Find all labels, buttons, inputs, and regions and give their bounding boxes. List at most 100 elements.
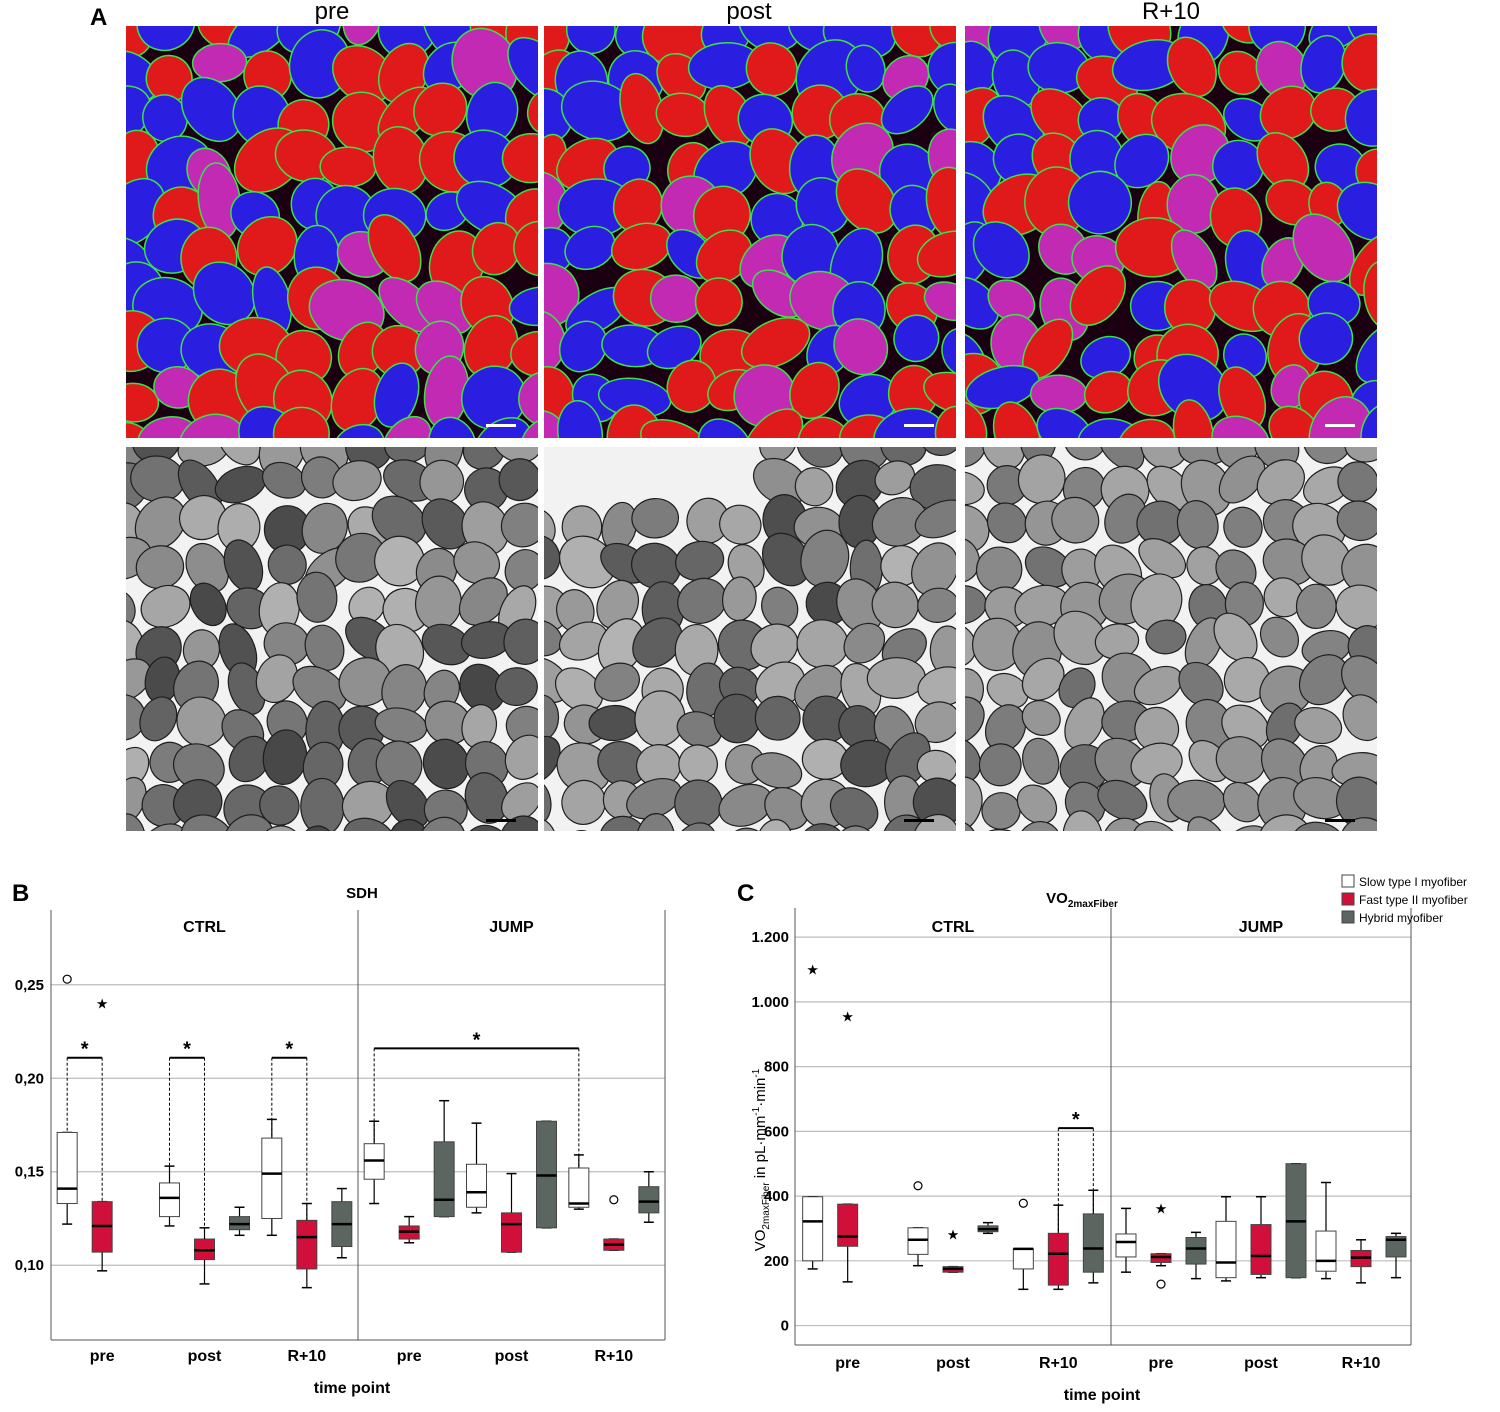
- myofiber: [191, 42, 248, 83]
- myofiber: [978, 743, 1022, 787]
- myofiber: [874, 460, 916, 496]
- myofiber: [236, 215, 298, 277]
- myofiber: [1223, 506, 1263, 548]
- myofiber: [145, 54, 193, 103]
- myofiber: [217, 447, 261, 466]
- myofiber: [1298, 312, 1354, 365]
- myofiber: [508, 286, 538, 327]
- myofiber: [674, 822, 717, 831]
- myofiber: [544, 694, 560, 742]
- myofiber: [1016, 784, 1058, 825]
- myofiber: [965, 400, 988, 438]
- myofiber: [965, 737, 982, 784]
- y-axis-label: VO2maxFiber in pL·mm-1·min-1: [751, 1068, 772, 1251]
- myofiber: [544, 262, 580, 328]
- box: [1012, 1198, 1034, 1291]
- myofiber: [835, 459, 885, 509]
- myofiber: [843, 622, 886, 664]
- x-tick-label: post: [495, 1348, 529, 1365]
- iqr-box: [568, 1167, 590, 1208]
- box: [536, 1120, 557, 1229]
- fluor-image-pre: [126, 26, 538, 438]
- facet-label-ctrl: CTRL: [183, 919, 226, 936]
- facet-label-jump: JUMP: [1239, 919, 1284, 936]
- myofiber: [919, 447, 956, 457]
- outlier-star: ★: [947, 1227, 960, 1243]
- chart-title: SDH: [346, 885, 378, 902]
- myofiber: [1157, 353, 1229, 422]
- myofiber: [389, 818, 429, 831]
- myofiber: [965, 504, 990, 553]
- myofiber: [498, 815, 538, 831]
- myofiber: [1259, 616, 1300, 658]
- myofiber: [1166, 36, 1217, 98]
- myofiber: [224, 814, 275, 831]
- myofiber: [1053, 610, 1108, 666]
- y-tick-label: 0,20: [15, 1070, 44, 1087]
- significance-star: *: [285, 1039, 293, 1061]
- outlier-star: ★: [96, 996, 109, 1012]
- myofiber: [1223, 656, 1270, 703]
- x-tick-label: pre: [90, 1348, 115, 1365]
- myofiber: [1294, 707, 1343, 745]
- myofiber: [526, 88, 538, 136]
- box: [907, 1181, 929, 1267]
- significance-bracket: *: [1057, 1109, 1094, 1234]
- box: ★: [837, 1009, 859, 1283]
- box: [638, 1170, 660, 1223]
- box: ★: [91, 996, 113, 1272]
- myofiber: [177, 447, 229, 467]
- box: [1350, 1239, 1372, 1284]
- y-tick-label: 0,25: [15, 977, 44, 994]
- myofiber: [794, 467, 834, 507]
- myofiber: [745, 42, 798, 97]
- significance-star: *: [81, 1039, 89, 1061]
- myofiber: [798, 823, 848, 831]
- iqr-box: [1115, 1233, 1137, 1258]
- box: [466, 1122, 487, 1214]
- myofiber: [914, 499, 956, 539]
- myofiber: [272, 406, 330, 438]
- myofiber: [377, 26, 438, 59]
- myofiber: [975, 546, 1023, 593]
- facet-label-ctrl: CTRL: [932, 919, 975, 936]
- myofiber: [558, 320, 608, 373]
- myofiber: [462, 447, 506, 470]
- myofiber: [1335, 584, 1377, 631]
- myofiber: [835, 825, 877, 831]
- myofiber: [965, 276, 1000, 330]
- myofiber: [256, 825, 304, 831]
- myofiber: [1344, 447, 1377, 463]
- box: [331, 1187, 353, 1259]
- myofiber: [385, 780, 430, 829]
- myofiber: [833, 318, 889, 376]
- myofiber: [501, 132, 538, 184]
- significance-bracket: *: [373, 1029, 580, 1168]
- myofiber: [503, 618, 538, 665]
- iqr-box: [837, 1203, 859, 1247]
- myofiber: [1256, 459, 1305, 505]
- outlier-star: ★: [1155, 1201, 1168, 1217]
- myofiber: [829, 787, 879, 831]
- myofiber: [978, 828, 1029, 831]
- box: [568, 1154, 590, 1210]
- iqr-box: [261, 1137, 283, 1219]
- myofiber: [494, 667, 538, 707]
- myofiber: [1258, 814, 1313, 831]
- myofiber: [925, 166, 956, 242]
- myofiber: [965, 536, 980, 583]
- x-tick-label: post: [188, 1348, 222, 1365]
- box: ★: [802, 963, 824, 1270]
- box: [501, 1172, 522, 1253]
- myofiber: [986, 672, 1029, 709]
- myofiber: [504, 734, 538, 780]
- box-chart-1: 0 200 400 600 800 1.000 1.200 VO2maxFiber VO2max…: [751, 874, 1468, 1404]
- myofiber: [1098, 447, 1145, 471]
- significance-star: *: [473, 1029, 481, 1051]
- myofiber: [631, 542, 682, 590]
- myofiber: [564, 225, 616, 271]
- box: [1385, 1232, 1407, 1279]
- myofiber: [418, 816, 466, 831]
- iqr-box: [466, 1163, 487, 1208]
- myofiber: [1339, 817, 1377, 831]
